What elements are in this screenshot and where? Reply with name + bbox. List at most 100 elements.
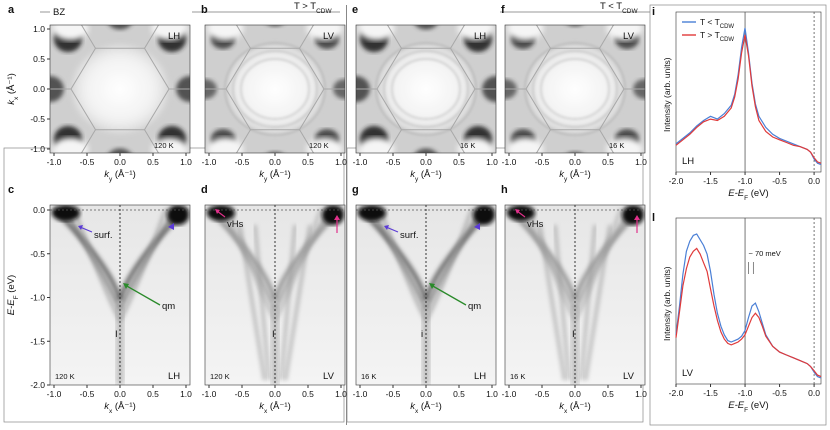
fermi-surface-panel-b: b LV 120 K -1.0 -0.5 0.0 0.5 1.0 ky (Å⁻¹) <box>201 4 347 183</box>
temperature-label: 16 K <box>609 141 624 150</box>
line-chart-l: l -2.0 -1.5 -1.0 -0.5 0.0 E-EF (eV) Intensity (… <box>652 212 822 414</box>
x-tick-label: -1.0 <box>502 389 517 399</box>
y-tick-label: -1.0 <box>30 293 45 303</box>
x-tick-label: -1.0 <box>47 157 62 167</box>
cut-marker: I <box>115 329 118 340</box>
panel-letter-e: e <box>352 4 358 16</box>
x-tick-label: 0.0 <box>420 157 432 167</box>
section-divider <box>346 5 347 425</box>
y-axis-label: Intensity (arb. units) <box>662 266 672 341</box>
x-tick-label: -1.0 <box>738 176 753 186</box>
x-tick-label: -1.5 <box>703 176 718 186</box>
x-tick-label: 0.5 <box>302 389 314 399</box>
x-tick-label: 0.0 <box>114 389 126 399</box>
header-t-above-text: T > TCDW <box>294 1 332 15</box>
x-tick-label: 0.5 <box>602 389 614 399</box>
panel-letter-b: b <box>201 4 208 16</box>
temperature-label: 120 K <box>309 141 329 150</box>
x-tick-label: 1.0 <box>335 157 347 167</box>
panel-letter-g: g <box>352 184 359 196</box>
x-tick-label: -0.5 <box>535 157 550 167</box>
annotation-vhs: vHs <box>527 219 544 230</box>
x-tick-label: -1.0 <box>202 157 217 167</box>
y-tick-label: 0.0 <box>33 205 45 215</box>
y-tick-label: -0.5 <box>30 249 45 259</box>
header-t-below: T < TCDW <box>500 1 650 15</box>
annotation-vhs: vHs <box>227 219 244 230</box>
panel-letter-f: f <box>501 4 505 16</box>
frame-right <box>649 4 827 426</box>
panel-letter-a: a <box>8 4 15 16</box>
x-tick-label: -1.0 <box>353 389 368 399</box>
x-axis-label: E-EF (eV) <box>728 188 768 202</box>
x-tick-label: 0.0 <box>808 176 820 186</box>
temperature-label: 16 K <box>460 141 475 150</box>
temperature-label: 16 K <box>361 372 376 381</box>
x-tick-label: -0.5 <box>772 388 787 398</box>
polarization-label: LV <box>682 368 694 379</box>
polarization-label: LH <box>474 31 486 42</box>
x-tick-label: 1.0 <box>486 157 498 167</box>
polarization-label: LV <box>323 371 335 382</box>
y-tick-label: 1.0 <box>33 24 45 34</box>
fermi-surface-panel-a: a LH 120 K -1.0 -0.5 0.0 0.5 1.0 ky (Å⁻¹) 1.0 0.5 0… <box>6 4 192 183</box>
y-tick-label: -1.5 <box>30 336 45 346</box>
x-axis-label: kx (Å⁻¹) <box>259 401 290 415</box>
y-tick-label: -2.0 <box>30 380 45 390</box>
panel-letter-h: h <box>501 184 508 196</box>
series-line-0 <box>675 27 822 166</box>
polarization-label: LH <box>682 156 694 167</box>
panel-letter-i: i <box>652 6 655 18</box>
polarization-label: LV <box>623 371 635 382</box>
x-tick-label: -1.5 <box>703 388 718 398</box>
x-axis-label: kx (Å⁻¹) <box>104 401 135 415</box>
annotation-qm: qm <box>468 301 481 312</box>
y-axis-label: kx (Å⁻¹) <box>6 73 20 104</box>
fermi-surface-panel-f: f LV 16 K -1.0 -0.5 0.0 0.5 1.0 ky (Å⁻¹) <box>501 4 647 183</box>
x-tick-label: 0.5 <box>453 389 465 399</box>
annotation-surf: surf. <box>400 230 418 241</box>
x-tick-label: 1.0 <box>635 389 647 399</box>
header-t-above: T > TCDW <box>192 1 340 15</box>
x-tick-label: 0.5 <box>302 157 314 167</box>
annotation-surf: surf. <box>94 230 112 241</box>
x-axis-label: kx (Å⁻¹) <box>559 401 590 415</box>
temperature-label: 120 K <box>55 372 75 381</box>
x-tick-label: -0.5 <box>80 157 95 167</box>
x-tick-label: 1.0 <box>180 389 192 399</box>
panel-letter-l: l <box>652 212 655 224</box>
temperature-label: 120 K <box>154 141 174 150</box>
x-tick-label: 1.0 <box>335 389 347 399</box>
x-tick-label: -1.0 <box>738 388 753 398</box>
x-tick-label: -1.0 <box>202 389 217 399</box>
x-axis-label: E-EF (eV) <box>728 400 768 414</box>
y-tick-label: 0.0 <box>33 84 45 94</box>
cut-marker: I <box>272 329 275 340</box>
x-tick-label: 0.0 <box>808 388 820 398</box>
band-map-panel-g: g LH 16 K i surf. qm -1.0 -0.5 0.0 0.5 1.0 kx (Å⁻¹) <box>352 184 498 415</box>
x-tick-label: 0.0 <box>269 389 281 399</box>
polarization-label: LV <box>623 31 635 42</box>
polarization-label: LV <box>323 31 335 42</box>
cut-marker: I <box>572 329 575 340</box>
x-axis-label: ky (Å⁻¹) <box>259 169 290 183</box>
x-tick-label: 0.5 <box>147 389 159 399</box>
cut-marker: i <box>421 329 423 340</box>
x-axis-label: ky (Å⁻¹) <box>410 169 441 183</box>
line-chart-i: i -2.0 -1.5 -1.0 -0.5 0.0 E-EF (eV) Intensity (… <box>652 6 822 202</box>
x-tick-label: 0.0 <box>114 157 126 167</box>
y-tick-label: -1.0 <box>30 144 45 154</box>
annotation-gap: ~ 70 meV <box>749 249 781 258</box>
x-tick-label: -0.5 <box>535 389 550 399</box>
legend-entry: T < TCDW <box>700 17 734 30</box>
x-tick-label: -2.0 <box>669 388 684 398</box>
panel-letter-d: d <box>201 184 208 196</box>
fermi-surface-panel-e: e LH 16 K -1.0 -0.5 0.0 0.5 1.0 ky (Å⁻¹) <box>352 4 498 183</box>
x-tick-label: -0.5 <box>386 157 401 167</box>
series-line-1 <box>675 34 822 164</box>
annotation-qm: qm <box>162 301 175 312</box>
